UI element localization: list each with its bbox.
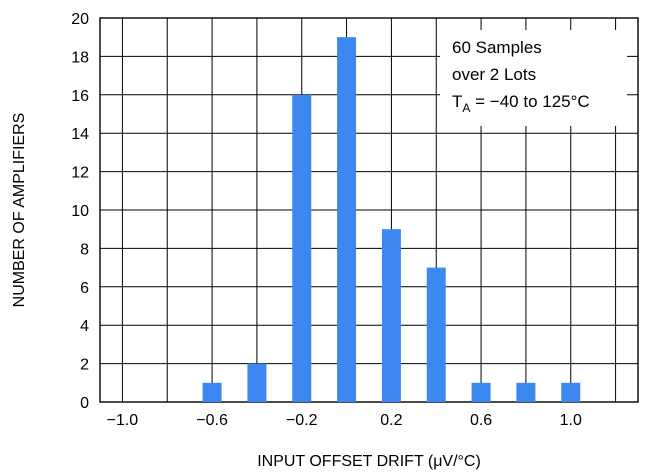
bar xyxy=(202,382,222,402)
bar xyxy=(426,267,446,402)
bar xyxy=(247,363,267,402)
x-tick-labels: −1.0 −0.6 −0.2 0.2 0.6 1.0 xyxy=(107,412,582,429)
y-tick-labels: 0 2 4 6 8 10 12 14 16 18 20 xyxy=(71,11,89,412)
y-tick-label: 8 xyxy=(80,241,89,258)
y-tick-label: 2 xyxy=(80,357,89,374)
x-tick-label: −0.2 xyxy=(286,412,318,429)
annotation-line-2: over 2 Lots xyxy=(452,65,536,84)
x-tick-label: 1.0 xyxy=(560,412,582,429)
annotation-t: T xyxy=(452,92,462,111)
y-tick-label: 16 xyxy=(71,88,89,105)
bar xyxy=(337,37,357,402)
annotation-background xyxy=(440,30,627,126)
y-tick-label: 6 xyxy=(80,280,89,297)
bar xyxy=(292,94,312,403)
y-tick-label: 10 xyxy=(71,203,89,220)
x-tick-label: −1.0 xyxy=(107,412,139,429)
annotation-line-3: TA = −40 to 125°C xyxy=(452,92,590,115)
bar xyxy=(516,382,536,402)
x-tick-label: 0.2 xyxy=(380,412,402,429)
annotation-subscript: A xyxy=(462,101,470,115)
y-tick-label: 0 xyxy=(80,395,89,412)
x-axis-title: INPUT OFFSET DRIFT (μV/°C) xyxy=(257,453,481,470)
x-tick-label: 0.6 xyxy=(470,412,492,429)
y-tick-label: 18 xyxy=(71,49,89,66)
annotation-line-1: 60 Samples xyxy=(452,38,542,57)
y-tick-label: 4 xyxy=(80,318,89,335)
y-tick-label: 12 xyxy=(71,165,89,182)
bar xyxy=(381,229,401,402)
annotation-range: = −40 to 125°C xyxy=(470,92,589,111)
annotation-box: 60 Samples over 2 Lots TA = −40 to 125°C xyxy=(440,30,627,126)
x-tick-label: −0.6 xyxy=(196,412,228,429)
y-tick-label: 20 xyxy=(71,11,89,28)
y-axis-title: NUMBER OF AMPLIFIERS xyxy=(11,113,28,308)
bar xyxy=(471,382,491,402)
bars xyxy=(202,37,581,403)
bar xyxy=(561,382,581,402)
y-tick-label: 14 xyxy=(71,126,89,143)
